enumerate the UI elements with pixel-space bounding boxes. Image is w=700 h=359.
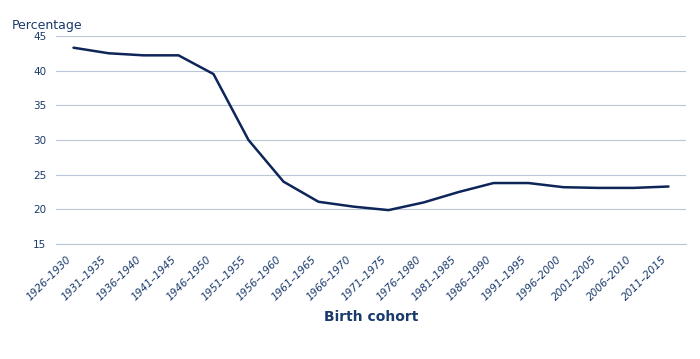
X-axis label: Birth cohort: Birth cohort xyxy=(324,311,418,325)
Text: Percentage: Percentage xyxy=(12,19,83,32)
